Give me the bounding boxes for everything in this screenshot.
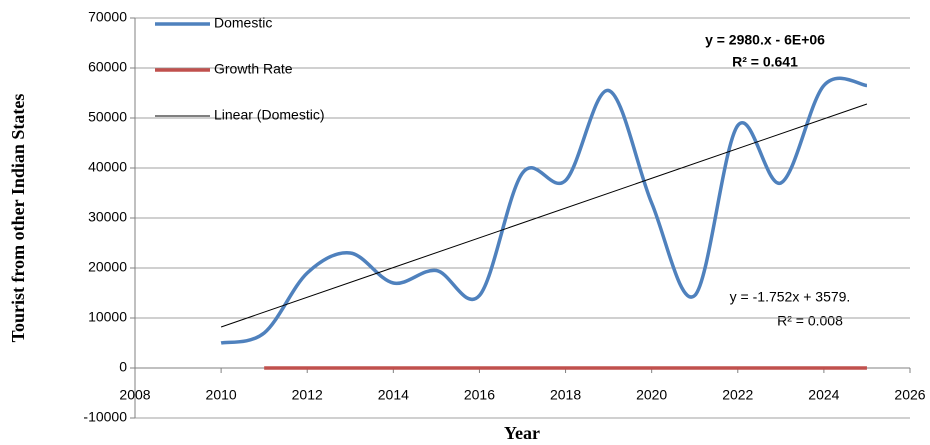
legend-label: Growth Rate bbox=[214, 61, 293, 77]
x-tick-label: 2010 bbox=[206, 387, 237, 403]
y-tick-label: 20000 bbox=[88, 259, 127, 275]
y-tick-label: 40000 bbox=[88, 159, 127, 175]
x-tick-label: 2016 bbox=[464, 387, 495, 403]
x-tick-label: 2024 bbox=[808, 387, 839, 403]
x-axis-title: Year bbox=[504, 423, 540, 443]
y-tick-label: 30000 bbox=[88, 209, 127, 225]
x-tick-label: 2026 bbox=[894, 387, 925, 403]
y-axis-title: Tourist from other Indian States bbox=[8, 94, 28, 343]
series-line bbox=[220, 76, 868, 345]
series-line bbox=[220, 103, 868, 328]
legend-label: Linear (Domestic) bbox=[214, 107, 324, 123]
x-tick-label: 2018 bbox=[550, 387, 581, 403]
x-tick-label: 2014 bbox=[378, 387, 409, 403]
y-tick-label: 0 bbox=[119, 359, 127, 375]
y-tick-label: 10000 bbox=[88, 309, 127, 325]
y-tick-label: 50000 bbox=[88, 109, 127, 125]
legend-label: Domestic bbox=[214, 15, 272, 31]
x-tick-label: 2012 bbox=[292, 387, 323, 403]
y-tick-label: -10000 bbox=[83, 409, 127, 425]
trend-equation: y = 2980.x - 6E+06 bbox=[705, 32, 825, 48]
x-tick-label: 2008 bbox=[119, 387, 150, 403]
y-tick-label: 60000 bbox=[88, 59, 127, 75]
trend-r2: R² = 0.008 bbox=[777, 313, 843, 329]
x-tick-label: 2022 bbox=[722, 387, 753, 403]
trend-equation: y = -1.752x + 3579. bbox=[730, 289, 851, 305]
trend-r2: R² = 0.641 bbox=[732, 54, 798, 70]
x-tick-label: 2020 bbox=[636, 387, 667, 403]
y-tick-label: 70000 bbox=[88, 9, 127, 25]
